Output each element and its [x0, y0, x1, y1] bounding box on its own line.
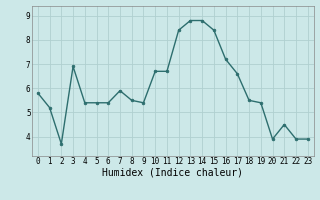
X-axis label: Humidex (Indice chaleur): Humidex (Indice chaleur) — [102, 168, 243, 178]
